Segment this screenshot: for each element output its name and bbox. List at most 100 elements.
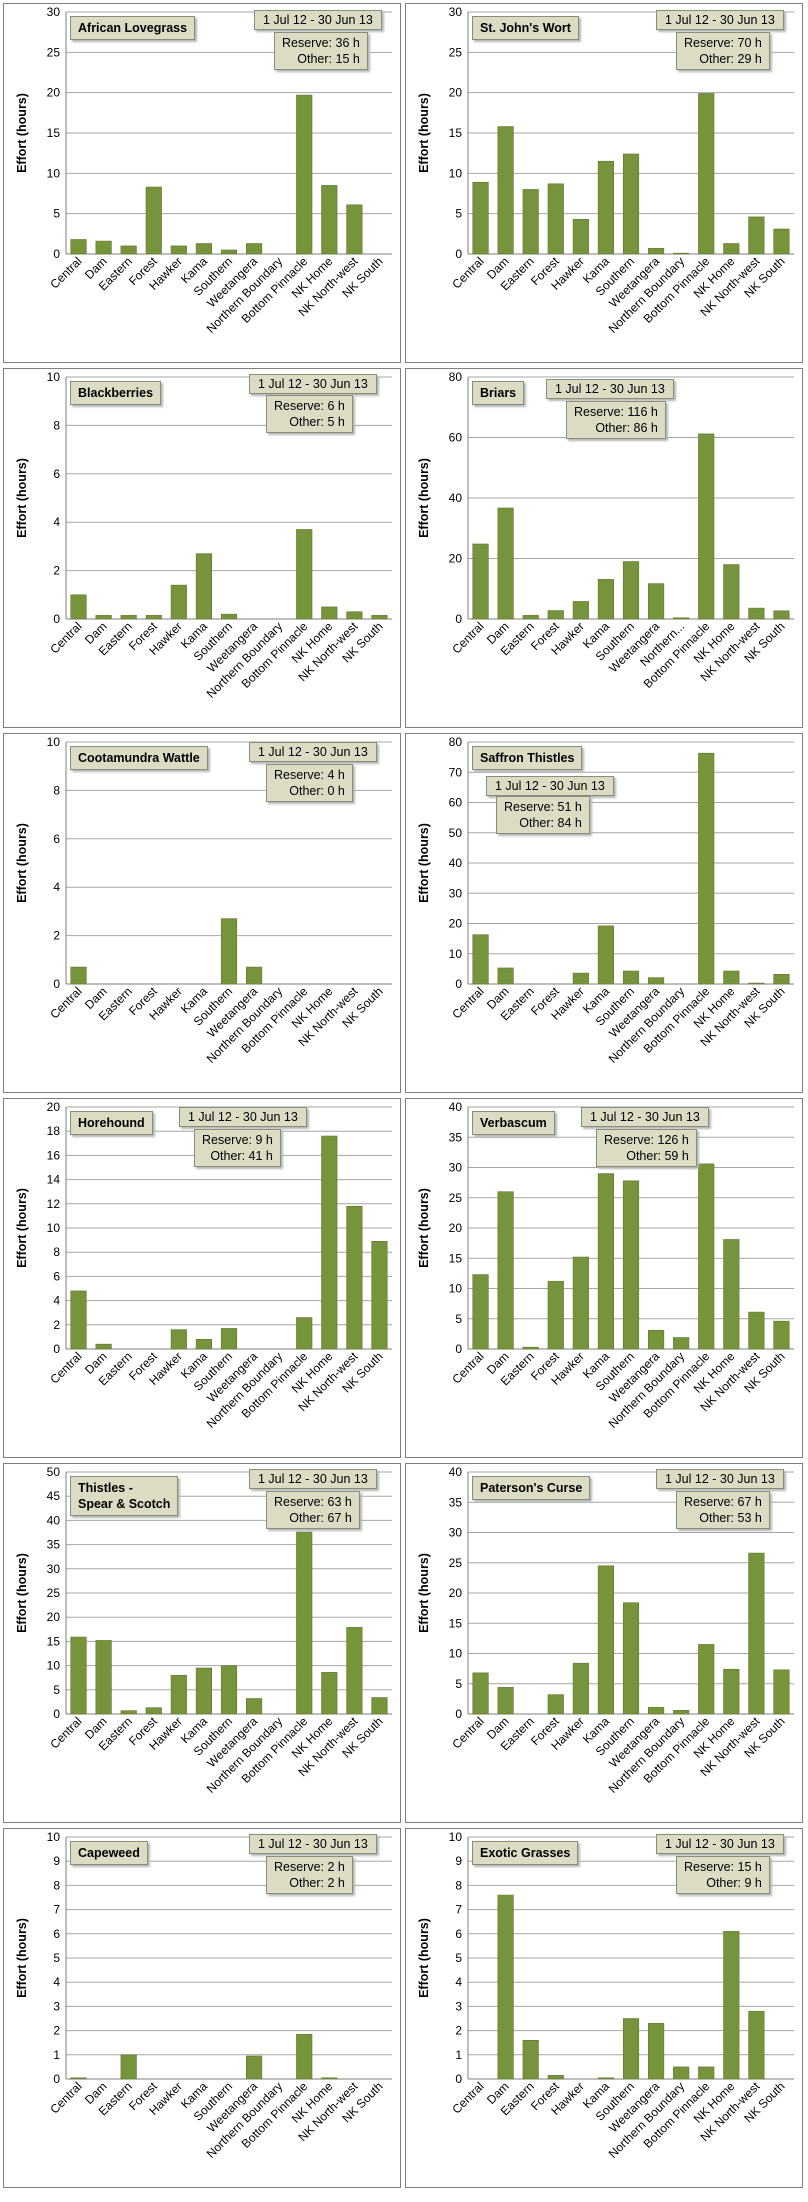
y-tick-label: 70 bbox=[449, 765, 463, 779]
other-hours: Other: 0 h bbox=[289, 784, 345, 798]
y-tick-label: 40 bbox=[449, 1465, 463, 1479]
y-axis-label: Effort (hours) bbox=[15, 823, 29, 903]
chart-panel: 0 2 4 6 8 10 Effort (hours) Central Dam Eastern Fo… bbox=[3, 733, 401, 1093]
chart-panel: 0 5 10 15 20 25 30 35 40 45 50 Effort (hours) Centra… bbox=[3, 1463, 401, 1823]
hours-summary: Reserve: 126 h Other: 59 h bbox=[596, 1129, 697, 1167]
y-tick-label: 30 bbox=[449, 1526, 463, 1540]
y-tick-label: 15 bbox=[449, 1251, 463, 1265]
y-tick-label: 0 bbox=[53, 1342, 60, 1356]
chart-panel: 0 20 40 60 80 Effort (hours) Central Dam Eastern… bbox=[405, 368, 803, 728]
bar bbox=[723, 564, 740, 620]
bar bbox=[723, 970, 740, 985]
y-tick-label: 2 bbox=[455, 2024, 462, 2038]
bar bbox=[246, 243, 263, 255]
hours-summary: Reserve: 2 h Other: 2 h bbox=[266, 1856, 353, 1894]
bar bbox=[622, 2018, 640, 2080]
bar bbox=[120, 2054, 137, 2080]
y-tick-label: 10 bbox=[449, 1647, 463, 1661]
y-tick-label: 35 bbox=[449, 1495, 463, 1509]
hours-summary: Reserve: 15 h Other: 9 h bbox=[676, 1856, 770, 1894]
y-tick-label: 2 bbox=[53, 929, 60, 943]
bar bbox=[773, 228, 790, 255]
y-axis-label: Effort (hours) bbox=[417, 458, 431, 538]
bar bbox=[296, 94, 313, 255]
y-tick-label: 60 bbox=[449, 431, 463, 445]
reserve-hours: Reserve: 126 h bbox=[604, 1133, 689, 1147]
bar bbox=[648, 2023, 665, 2080]
bar bbox=[195, 243, 212, 255]
period-label: 1 Jul 12 - 30 Jun 13 bbox=[179, 1107, 307, 1127]
y-tick-label: 10 bbox=[449, 947, 463, 961]
bar bbox=[648, 977, 665, 985]
y-tick-label: 5 bbox=[455, 207, 462, 221]
y-tick-label: 5 bbox=[455, 1312, 462, 1326]
bar bbox=[472, 181, 489, 255]
bar bbox=[547, 1280, 564, 1350]
y-tick-label: 16 bbox=[47, 1148, 61, 1162]
y-tick-label: 10 bbox=[47, 166, 61, 180]
bar bbox=[673, 1337, 690, 1350]
bar bbox=[497, 1191, 514, 1350]
y-tick-label: 25 bbox=[449, 1191, 463, 1205]
y-tick-label: 20 bbox=[47, 1100, 61, 1114]
period-label: 1 Jul 12 - 30 Jun 13 bbox=[486, 776, 614, 796]
y-axis-label: Effort (hours) bbox=[15, 1553, 29, 1633]
bar bbox=[246, 1698, 263, 1715]
chart-title: Exotic Grasses bbox=[472, 1841, 579, 1865]
y-tick-label: 20 bbox=[47, 86, 61, 100]
hours-summary: Reserve: 4 h Other: 0 h bbox=[266, 764, 353, 802]
y-tick-label: 10 bbox=[47, 1221, 61, 1235]
y-tick-label: 0 bbox=[455, 2072, 462, 2086]
chart-panel: 0 5 10 15 20 25 30 35 40 Effort (hours) Central Dam… bbox=[405, 1098, 803, 1458]
bar bbox=[597, 1565, 614, 1715]
bar bbox=[773, 1669, 790, 1715]
bar bbox=[723, 1931, 740, 2080]
hours-summary: Reserve: 116 h Other: 86 h bbox=[566, 401, 666, 439]
y-tick-label: 0 bbox=[455, 1707, 462, 1721]
y-tick-label: 7 bbox=[53, 1903, 60, 1917]
reserve-hours: Reserve: 4 h bbox=[274, 768, 345, 782]
reserve-hours: Reserve: 63 h bbox=[274, 1495, 352, 1509]
other-hours: Other: 59 h bbox=[626, 1149, 689, 1163]
y-tick-label: 14 bbox=[47, 1173, 61, 1187]
bar bbox=[472, 1274, 489, 1350]
y-tick-label: 30 bbox=[47, 1562, 61, 1576]
bar bbox=[371, 1241, 388, 1350]
bar bbox=[170, 1674, 187, 1715]
bar bbox=[698, 2066, 715, 2080]
period-label: 1 Jul 12 - 30 Jun 13 bbox=[546, 379, 674, 399]
bar bbox=[95, 240, 112, 255]
y-tick-label: 18 bbox=[47, 1124, 61, 1138]
chart-panel: 0 5 10 15 20 25 30 Effort (hours) Central Dam East… bbox=[405, 3, 803, 363]
y-tick-label: 20 bbox=[47, 1610, 61, 1624]
bar bbox=[648, 1329, 665, 1350]
bar bbox=[748, 2010, 765, 2080]
y-tick-label: 20 bbox=[449, 917, 463, 931]
y-tick-label: 80 bbox=[449, 370, 463, 384]
y-tick-label: 9 bbox=[455, 1854, 462, 1868]
y-tick-label: 6 bbox=[53, 1269, 60, 1283]
hours-summary: Reserve: 63 h Other: 67 h bbox=[266, 1491, 360, 1529]
chart-panel: 0 1 2 3 4 5 6 7 8 9 10 Effort (hours) Central Dam East… bbox=[3, 1828, 401, 2188]
y-tick-label: 0 bbox=[53, 2072, 60, 2086]
y-tick-label: 6 bbox=[53, 832, 60, 846]
bar bbox=[95, 1343, 112, 1350]
bar bbox=[748, 1552, 765, 1715]
other-hours: Other: 86 h bbox=[595, 421, 658, 435]
bar bbox=[572, 1662, 589, 1715]
y-tick-label: 6 bbox=[455, 1927, 462, 1941]
y-tick-label: 5 bbox=[53, 1951, 60, 1965]
bar bbox=[296, 2033, 313, 2080]
bar bbox=[70, 2077, 87, 2080]
bar bbox=[673, 617, 690, 620]
bar bbox=[673, 252, 690, 255]
bar bbox=[723, 1668, 740, 1715]
y-tick-label: 2 bbox=[53, 1318, 60, 1332]
bar bbox=[698, 1644, 715, 1715]
period-label: 1 Jul 12 - 30 Jun 13 bbox=[581, 1107, 709, 1127]
y-tick-label: 30 bbox=[449, 886, 463, 900]
y-tick-label: 10 bbox=[47, 1659, 61, 1673]
y-tick-label: 10 bbox=[449, 166, 463, 180]
bar bbox=[648, 248, 665, 255]
